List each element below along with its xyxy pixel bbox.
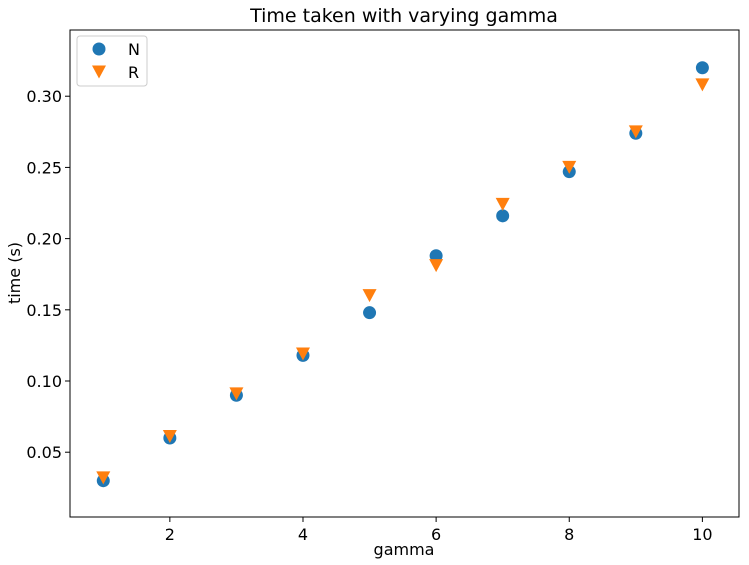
x-axis-title: gamma	[374, 540, 435, 559]
data-point	[562, 160, 577, 174]
data-point	[429, 249, 443, 263]
legend-marker	[92, 42, 106, 56]
y-tick-label: 0.15	[26, 301, 62, 320]
y-tick-label: 0.25	[26, 158, 62, 177]
y-axis-title: time (s)	[5, 242, 24, 304]
legend: NR	[76, 35, 148, 87]
legend-marker	[92, 65, 106, 79]
x-tick-label: 4	[298, 525, 308, 544]
chart-title: Time taken with varying gamma	[249, 5, 558, 27]
y-tick-label: 0.05	[26, 443, 62, 462]
data-point	[295, 347, 310, 361]
x-tick-label: 8	[564, 525, 574, 544]
legend-label: R	[128, 63, 139, 82]
data-point	[496, 209, 510, 223]
data-point	[363, 306, 377, 320]
plot-area	[96, 61, 710, 488]
data-point	[495, 197, 510, 211]
data-point	[229, 387, 244, 401]
data-point	[96, 471, 111, 485]
y-axis: 0.05 0.10 0.15 0.20 0.25 0.30	[26, 87, 70, 462]
data-point	[429, 259, 444, 273]
series-r	[96, 78, 710, 485]
data-point	[362, 289, 377, 303]
axes-frame	[69, 29, 740, 518]
series-n	[96, 61, 709, 488]
x-tick-label: 10	[692, 525, 712, 544]
legend-label: N	[128, 40, 140, 59]
x-axis: 2 4 6 8 10	[165, 517, 713, 544]
x-tick-label: 6	[431, 525, 441, 544]
data-point	[695, 78, 710, 92]
data-point	[695, 61, 709, 75]
data-point	[162, 430, 177, 444]
y-tick-label: 0.10	[26, 372, 62, 391]
data-point	[628, 125, 643, 139]
y-tick-label: 0.30	[26, 87, 62, 106]
y-tick-label: 0.20	[26, 230, 62, 249]
x-tick-label: 2	[165, 525, 175, 544]
